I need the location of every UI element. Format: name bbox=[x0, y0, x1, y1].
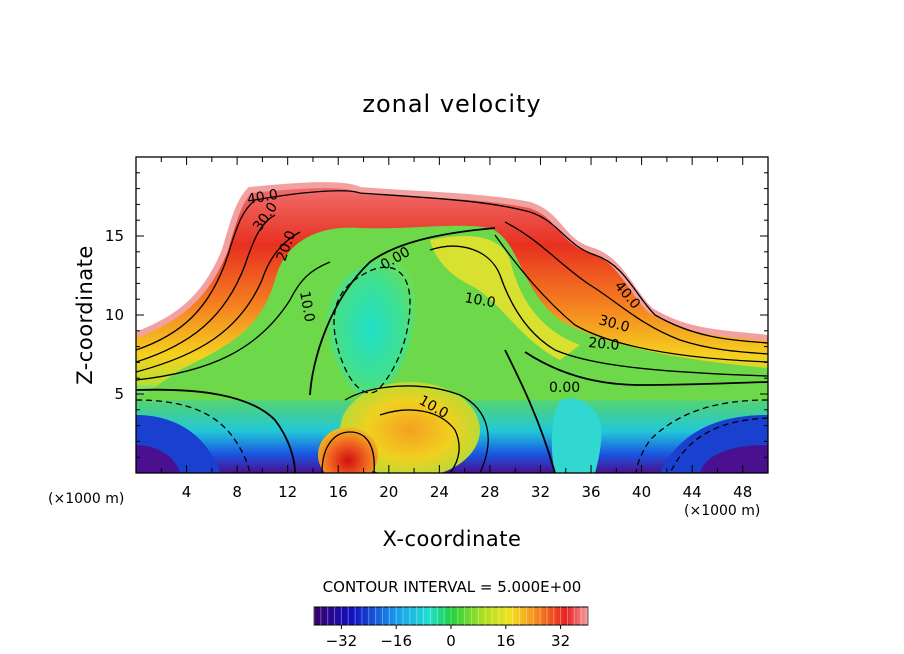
x-tick-label: 4 bbox=[182, 483, 192, 501]
chart-title: zonal velocity bbox=[362, 90, 541, 118]
contour-line-10-left bbox=[136, 261, 331, 381]
x-units-left: (×1000 m) bbox=[48, 491, 124, 507]
red-core bbox=[318, 427, 378, 473]
contour-line-30-right bbox=[504, 221, 768, 355]
contour-field bbox=[136, 182, 768, 473]
contour-label: 40.0 bbox=[246, 187, 279, 208]
colorbar-tick-label: 0 bbox=[446, 632, 456, 650]
x-tick-label: 24 bbox=[430, 483, 449, 501]
colorbar-tick-label: −32 bbox=[326, 632, 358, 650]
contour-lines bbox=[136, 190, 768, 473]
colorbar-tick-label: 16 bbox=[496, 632, 515, 650]
contour-line-0-center bbox=[504, 349, 556, 473]
contour-line-dashed-cyan bbox=[333, 266, 411, 394]
contour-label: 10.0 bbox=[296, 290, 317, 323]
contour-line-20-lower bbox=[379, 409, 460, 473]
purple-edge-right bbox=[700, 445, 768, 473]
y-axis-ticks: 5 10 15 bbox=[105, 156, 768, 474]
y-tick-label: 15 bbox=[105, 227, 124, 245]
x-axis-title: X-coordinate bbox=[383, 527, 522, 551]
x-tick-label: 8 bbox=[232, 483, 242, 501]
x-axis-ticks: 4 8 12 16 20 24 28 32 36 40 44 48 bbox=[135, 157, 769, 501]
x-tick-label: 32 bbox=[531, 483, 550, 501]
contour-label: 20.0 bbox=[588, 335, 620, 354]
x-tick-label: 36 bbox=[581, 483, 600, 501]
contour-line-10-right bbox=[429, 245, 768, 377]
contour-line-dashed-low-left bbox=[136, 399, 251, 473]
x-tick-label: 28 bbox=[480, 483, 499, 501]
purple-edge-left bbox=[136, 445, 180, 473]
contour-line-20-left bbox=[136, 231, 301, 373]
colorbar-tick-label: 32 bbox=[551, 632, 570, 650]
contour-line-0-interior bbox=[309, 227, 496, 396]
contour-line-20-right bbox=[494, 234, 768, 363]
y-tick-label: 5 bbox=[114, 385, 124, 403]
cyan-core bbox=[327, 259, 415, 399]
contour-line-0-left-low bbox=[136, 388, 296, 473]
contour-interval-text: CONTOUR INTERVAL = 5.000E+00 bbox=[323, 578, 582, 596]
green-interior bbox=[136, 225, 768, 400]
cyan-column bbox=[551, 398, 602, 473]
contour-line-dashed-low-right-2 bbox=[669, 417, 768, 473]
contour-line-40-right bbox=[529, 211, 768, 344]
contour-line-0-right bbox=[524, 351, 768, 386]
colorbar-stripes bbox=[313, 607, 589, 625]
contour-line-30-left bbox=[136, 214, 276, 363]
contour-line-red-core bbox=[321, 431, 375, 473]
colorbar: −32 −16 0 16 32 bbox=[313, 606, 589, 650]
contour-label: 30.0 bbox=[597, 312, 631, 336]
x-tick-label: 48 bbox=[733, 483, 752, 501]
colorbar-tick-label: −16 bbox=[380, 632, 412, 650]
contour-label: 0.00 bbox=[549, 380, 580, 396]
x-tick-label: 44 bbox=[683, 483, 702, 501]
colorbar-ticks: −32 −16 0 16 32 bbox=[326, 625, 570, 650]
x-tick-label: 12 bbox=[278, 483, 297, 501]
x-tick-label: 20 bbox=[379, 483, 398, 501]
contour-line-dashed-low-right bbox=[635, 399, 768, 473]
y-tick-label: 10 bbox=[105, 306, 124, 324]
contour-line-40-top bbox=[254, 190, 531, 213]
x-tick-label: 16 bbox=[329, 483, 348, 501]
y-axis-title: Z-coordinate bbox=[73, 245, 97, 385]
contour-label: 10.0 bbox=[463, 290, 496, 311]
contour-line-10-lower bbox=[344, 385, 489, 473]
contour-line-40-left bbox=[136, 199, 256, 351]
x-tick-label: 40 bbox=[632, 483, 651, 501]
yellow-band bbox=[430, 236, 580, 360]
x-units-right: (×1000 m) bbox=[684, 503, 760, 519]
